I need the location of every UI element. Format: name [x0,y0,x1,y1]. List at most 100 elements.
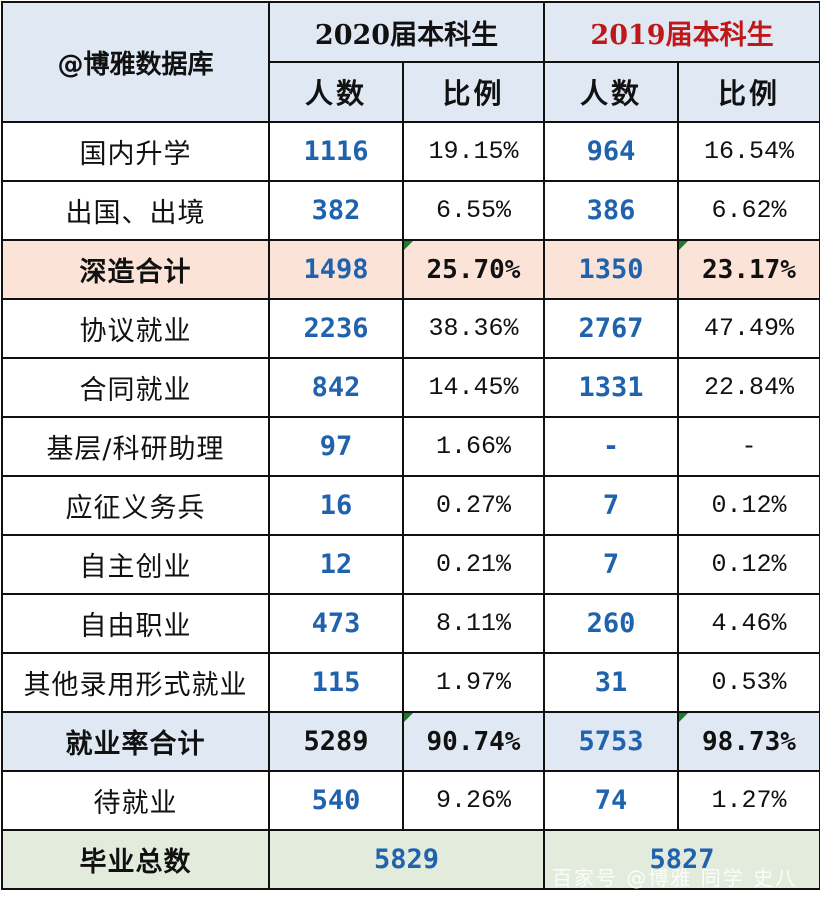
row-label: 其他录用形式就业 [23,670,248,701]
count-2020-cell: 5289 [268,711,404,772]
count-2019: 31 [594,667,628,698]
row-label-cell: 基层/科研助理 [1,416,270,477]
ratio-2019: 16.54% [703,137,794,166]
count-2019: 386 [586,195,636,226]
row-label: 合同就业 [79,375,192,406]
ratio-2020: 9.26% [435,786,511,815]
table-row: 协议就业 2236 38.36% 2767 47.49% [1,298,820,359]
count-2019-cell: 31 [543,652,679,713]
count-2020: 1116 [303,136,369,167]
count-2020-cell: 2236 [268,298,404,359]
total-2019-cell: 5827 [543,829,820,890]
subheader-ratio-2019: 比例 [677,61,820,123]
count-2020: 12 [319,549,353,580]
count-2019: 7 [602,549,620,580]
count-2019-cell: 1350 [543,239,679,300]
ratio-2020: 8.11% [435,609,511,638]
count-2019: 5753 [578,726,644,757]
comment-indicator-icon [405,242,413,250]
count-2019-cell: 1331 [543,357,679,418]
count-2019-cell: 74 [543,770,679,831]
count-2020-cell: 1498 [268,239,404,300]
subheader-label: 人数 [579,77,642,110]
table-row: 其他录用形式就业 115 1.97% 31 0.53% [1,652,820,713]
ratio-2020: 25.70% [426,254,521,285]
row-label: 国内升学 [79,139,192,170]
row-label: 应征义务兵 [65,493,206,524]
count-2020: 16 [319,490,353,521]
ratio-2019-cell: - [677,416,820,477]
row-label: 深造合计 [79,257,192,288]
count-2019: 1350 [578,254,644,285]
ratio-2019-cell: 23.17% [677,239,820,300]
row-label-cell: 出国、出境 [1,180,270,241]
total-2019-value: 5827 [649,844,715,875]
ratio-2020-cell: 8.11% [402,593,545,654]
ratio-2020-cell: 1.97% [402,652,545,713]
table-row: 合同就业 842 14.45% 1331 22.84% [1,357,820,418]
ratio-2019: 23.17% [702,254,796,285]
ratio-2019: 22.84% [703,373,794,402]
ratio-2020: 19.15% [428,137,519,166]
row-label: 出国、出境 [65,198,206,229]
count-2020-cell: 1116 [268,121,404,182]
ratio-2020: 38.36% [428,314,519,343]
count-2020: 1498 [303,254,369,285]
ratio-2019: - [741,432,757,461]
total-2020-cell: 5829 [268,829,545,890]
ratio-2020-cell: 1.66% [402,416,545,477]
ratio-2019-cell: 0.53% [677,652,820,713]
count-2020-cell: 16 [268,475,404,536]
corner-brand-cell: @博雅数据库 [1,1,270,123]
count-2019-cell: 5753 [543,711,679,772]
count-2020: 540 [311,785,361,816]
ratio-2019-cell: 0.12% [677,475,820,536]
table-row: 自主创业 12 0.21% 7 0.12% [1,534,820,595]
count-2019-cell: - [543,416,679,477]
ratio-2020: 1.97% [435,668,511,697]
table-row: 国内升学 1116 19.15% 964 16.54% [1,121,820,182]
ratio-2019: 47.49% [703,314,794,343]
row-label: 基层/科研助理 [46,434,225,465]
table-row: 待就业 540 9.26% 74 1.27% [1,770,820,831]
count-2019: 260 [586,608,636,639]
ratio-2019-cell: 22.84% [677,357,820,418]
subheader-label: 比例 [717,77,780,110]
ratio-2020: 1.66% [435,432,511,461]
employment-total-row: 就业率合计 5289 90.74% 5753 98.73% [1,711,820,772]
ratio-2020: 90.74% [426,726,521,757]
row-label-cell: 自主创业 [1,534,270,595]
ratio-2019-cell: 47.49% [677,298,820,359]
ratio-2020-cell: 0.21% [402,534,545,595]
count-2020-cell: 382 [268,180,404,241]
row-label-cell: 毕业总数 [1,829,270,890]
ratio-2019-cell: 0.12% [677,534,820,595]
row-label-cell: 自由职业 [1,593,270,654]
row-label: 自由职业 [79,611,192,642]
ratio-2020-cell: 25.70% [402,239,545,300]
ratio-2019-cell: 4.46% [677,593,820,654]
row-label-cell: 国内升学 [1,121,270,182]
subheader-count-2020: 人数 [268,61,404,123]
count-2019-cell: 2767 [543,298,679,359]
row-label: 自主创业 [79,552,192,583]
row-label-cell: 就业率合计 [1,711,270,772]
row-label: 毕业总数 [79,847,192,878]
row-label: 待就业 [93,788,178,819]
ratio-2020: 6.55% [435,196,511,225]
brand-label: @博雅数据库 [57,49,214,80]
ratio-2019: 6.62% [711,196,787,225]
ratio-2019: 0.12% [711,550,787,579]
count-2019: 7 [602,490,620,521]
group-header-2020: 2020届本科生 [268,1,545,63]
count-2019: 1331 [578,372,644,403]
count-2020: 5289 [303,726,369,757]
ratio-2019-cell: 16.54% [677,121,820,182]
count-2020-cell: 540 [268,770,404,831]
total-2020-value: 5829 [373,844,440,875]
count-2019-cell: 260 [543,593,679,654]
count-2020-cell: 842 [268,357,404,418]
count-2019: 964 [586,136,636,167]
table-row: 应征义务兵 16 0.27% 7 0.12% [1,475,820,536]
ratio-2019-cell: 1.27% [677,770,820,831]
